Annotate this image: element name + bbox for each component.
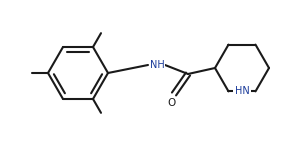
- Text: HN: HN: [235, 86, 249, 96]
- Text: NH: NH: [150, 60, 164, 70]
- Text: O: O: [168, 98, 176, 108]
